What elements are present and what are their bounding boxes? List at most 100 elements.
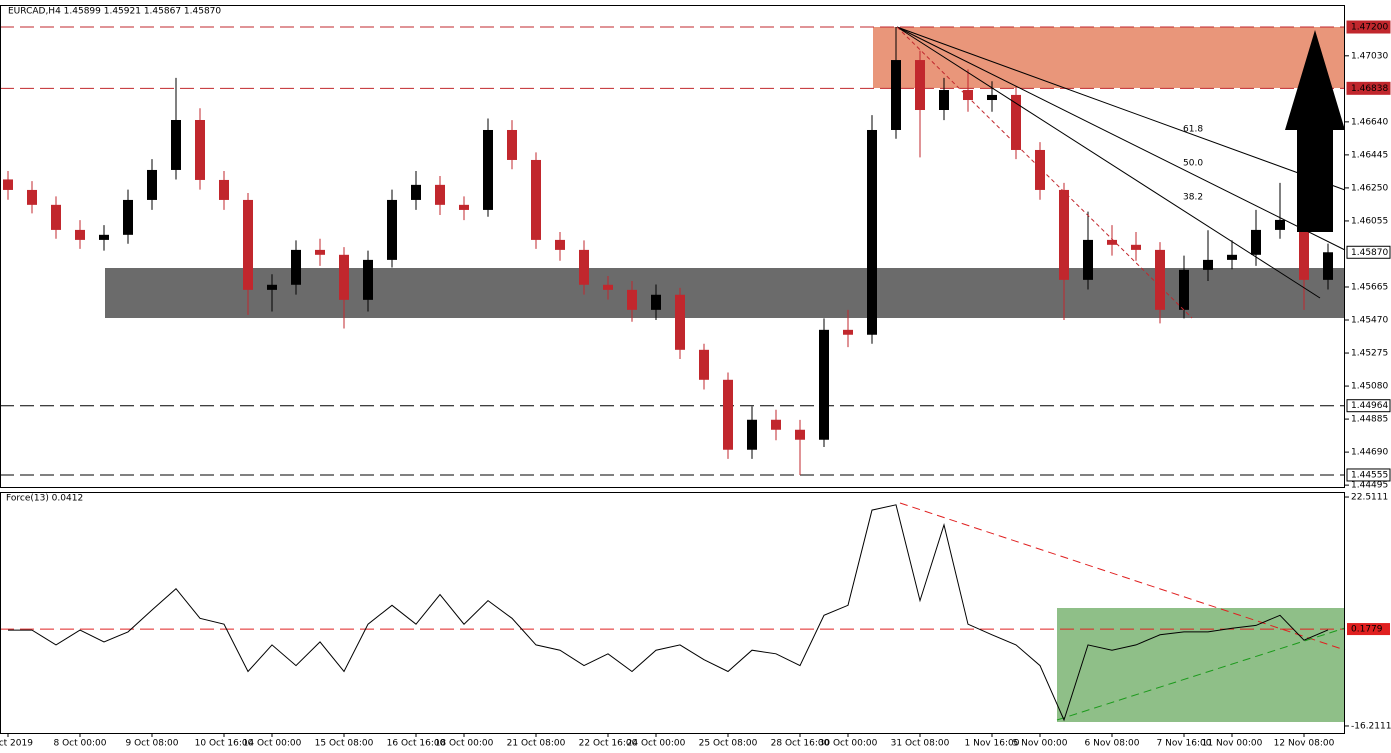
- candle-body: [51, 204, 61, 230]
- candles: [3, 27, 1333, 475]
- fan-label: 61.8: [1183, 125, 1203, 135]
- candle-body: [1299, 219, 1309, 280]
- candle-body: [315, 249, 325, 255]
- x-tick-label: 5 Nov 00:00: [1013, 739, 1068, 749]
- x-tick-label: 22 Oct 16:00: [579, 739, 638, 749]
- price-frame: [0, 5, 1345, 488]
- y-tick-label: 1.44690: [1351, 448, 1388, 458]
- support-zone: [105, 268, 1345, 318]
- y-tick-label: 1.46445: [1351, 150, 1388, 160]
- candle-body: [627, 289, 637, 310]
- candle-body: [339, 254, 349, 300]
- x-tick-label: 28 Oct 16:00: [771, 739, 830, 749]
- x-tick-label: 4 Oct 2019: [0, 739, 33, 749]
- up-arrow: [1285, 30, 1345, 232]
- candle-body: [27, 189, 37, 205]
- candle-body: [387, 199, 397, 260]
- candle-body: [195, 119, 205, 180]
- candle-body: [363, 259, 373, 300]
- candle-body: [1083, 239, 1093, 280]
- level-tag: [1347, 623, 1390, 636]
- candle-body: [867, 129, 877, 335]
- candle-body: [1275, 219, 1285, 230]
- level-tag: [1346, 81, 1391, 95]
- x-tick-label: 18 Oct 00:00: [435, 739, 494, 749]
- candle-body: [531, 159, 541, 240]
- y-tick-label: 1.45665: [1351, 282, 1388, 292]
- candle-body: [651, 294, 661, 310]
- candle-body: [1035, 149, 1045, 190]
- candle-body: [891, 60, 901, 130]
- candle-body: [219, 179, 229, 200]
- force-trend: [899, 502, 1346, 651]
- candle-body: [99, 234, 109, 240]
- x-tick-label: 9 Oct 08:00: [126, 739, 179, 749]
- fan-label: 50.0: [1183, 159, 1203, 169]
- x-tick-label: 30 Oct 00:00: [819, 739, 878, 749]
- y-tick-label: -16.2111: [1351, 721, 1391, 731]
- y-tick-label: 1.44495: [1351, 481, 1388, 491]
- candle-body: [603, 284, 613, 290]
- candle-body: [3, 179, 13, 190]
- x-tick-label: 14 Oct 00:00: [243, 739, 302, 749]
- candle-body: [675, 294, 685, 350]
- level-label: 1.47200: [1351, 23, 1388, 33]
- candle-body: [555, 239, 565, 250]
- level-tag: [1346, 20, 1391, 34]
- candle-body: [939, 90, 949, 111]
- x-tick-label: 1 Nov 16:00: [965, 739, 1020, 749]
- y-tick-label: 1.46055: [1351, 216, 1388, 226]
- fib-fan: [896, 26, 1346, 299]
- force-zone: [1057, 608, 1345, 722]
- candle-body: [1059, 189, 1069, 280]
- candle-body: [699, 349, 709, 380]
- levels: [0, 26, 1345, 630]
- x-tick-label: 16 Oct 16:00: [387, 739, 446, 749]
- x-tick-label: 6 Nov 08:00: [1085, 739, 1140, 749]
- candle-body: [267, 284, 277, 290]
- y-tick-label: 1.47030: [1351, 51, 1388, 61]
- candle-body: [771, 419, 781, 430]
- candle-body: [1155, 249, 1165, 310]
- fan-line: [896, 26, 1346, 191]
- level-label: 0.1779: [1351, 625, 1383, 635]
- candle-body: [435, 184, 445, 205]
- level-label: 1.46838: [1351, 84, 1388, 94]
- candle-body: [147, 169, 157, 200]
- force-line: [8, 504, 1329, 722]
- fan-line: [896, 26, 1321, 299]
- candle-body: [483, 129, 493, 210]
- candle-body: [243, 199, 253, 290]
- candle-body: [459, 204, 469, 210]
- indicator-title: Force(13) 0.0412: [6, 494, 83, 504]
- candle-body: [747, 419, 757, 450]
- level-label: 1.44555: [1351, 470, 1388, 480]
- x-tick-label: 21 Oct 08:00: [507, 739, 566, 749]
- candle-body: [1107, 239, 1117, 245]
- candle-body: [723, 379, 733, 450]
- candle-body: [987, 94, 997, 101]
- candle-body: [123, 199, 133, 235]
- candle-body: [75, 229, 85, 240]
- candle-body: [1131, 244, 1141, 250]
- y-tick-label: 1.45080: [1351, 382, 1388, 392]
- x-tick-label: 12 Nov 08:00: [1274, 739, 1335, 749]
- force-frame: [0, 492, 1345, 734]
- candle-body: [291, 249, 301, 285]
- level-label: 1.44964: [1351, 401, 1388, 411]
- y-tick-label: 22.5111: [1351, 493, 1388, 503]
- level-tag: [1346, 399, 1391, 413]
- fan-label: 38.2: [1183, 193, 1203, 203]
- x-tick-label: 7 Nov 16:00: [1157, 739, 1212, 749]
- x-tick-label: 24 Oct 00:00: [627, 739, 686, 749]
- resistance-zone: [873, 27, 1345, 88]
- candle-body: [1323, 252, 1333, 280]
- force-trend: [1056, 627, 1346, 721]
- candle-body: [1227, 254, 1237, 260]
- candle-body: [1011, 94, 1021, 150]
- level-label: 1.45870: [1351, 248, 1388, 258]
- level-tag: [1346, 468, 1391, 482]
- x-tick-label: 15 Oct 08:00: [315, 739, 374, 749]
- candle-body: [843, 329, 853, 335]
- chart-title: EURCAD,H4 1.45899 1.45921 1.45867 1.4587…: [8, 7, 221, 17]
